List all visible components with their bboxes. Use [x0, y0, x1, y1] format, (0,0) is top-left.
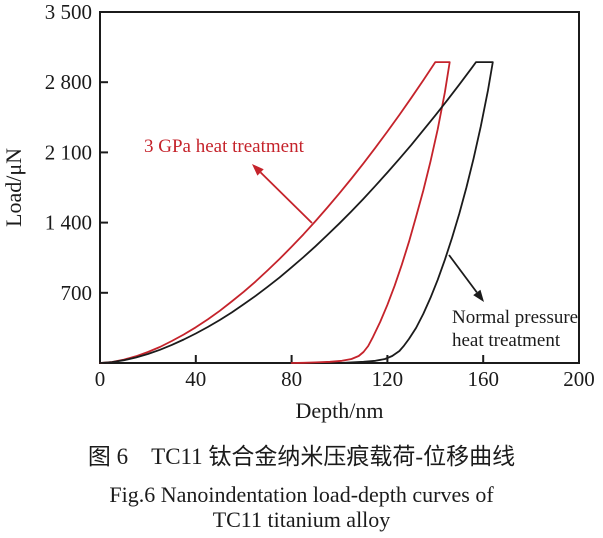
x-axis-title: Depth/nm — [296, 398, 384, 423]
nanoindentation-chart: 0 40 80 120 160 200 700 1 400 2 100 2 800 3 500 Dep… — [1, 0, 595, 423]
caption-chinese: 图 6 TC11 钛合金纳米压痕载荷-位移曲线 — [87, 444, 516, 469]
annotation-normal-pressure-label: Normal pressure — [452, 307, 578, 328]
x-tick-label: 120 — [372, 367, 404, 391]
x-tick-label: 40 — [185, 367, 206, 391]
y-tick-label: 700 — [61, 281, 93, 305]
curve-3gpa-heat-treatment — [99, 61, 451, 364]
x-tick-label: 160 — [467, 367, 499, 391]
x-tick-label: 80 — [281, 367, 302, 391]
annotation-arrow-line-gpa-label — [259, 171, 313, 224]
annotation-gpa-label: 3 GPa heat treatment — [144, 136, 305, 157]
annotation-normal-pressure-label: heat treatment — [452, 330, 561, 351]
annotation-arrowhead-normal-pressure-label — [473, 289, 484, 302]
caption-english-line2: TC11 titanium alloy — [212, 507, 391, 532]
y-tick-label: 3 500 — [45, 0, 92, 24]
annotation-arrow-line-normal-pressure-label — [448, 254, 478, 293]
caption-english-line1: Fig.6 Nanoindentation load-depth curves … — [109, 482, 494, 507]
y-tick-label: 2 800 — [45, 70, 92, 94]
annotation-arrowhead-gpa-label — [252, 164, 264, 176]
x-tick-label: 0 — [95, 367, 106, 391]
curve-normal-pressure-heat-treatment — [99, 61, 494, 364]
y-tick-label: 2 100 — [45, 140, 92, 164]
y-axis-title: Load/μN — [1, 148, 26, 227]
y-tick-label: 1 400 — [45, 211, 92, 235]
x-tick-label: 200 — [563, 367, 595, 391]
